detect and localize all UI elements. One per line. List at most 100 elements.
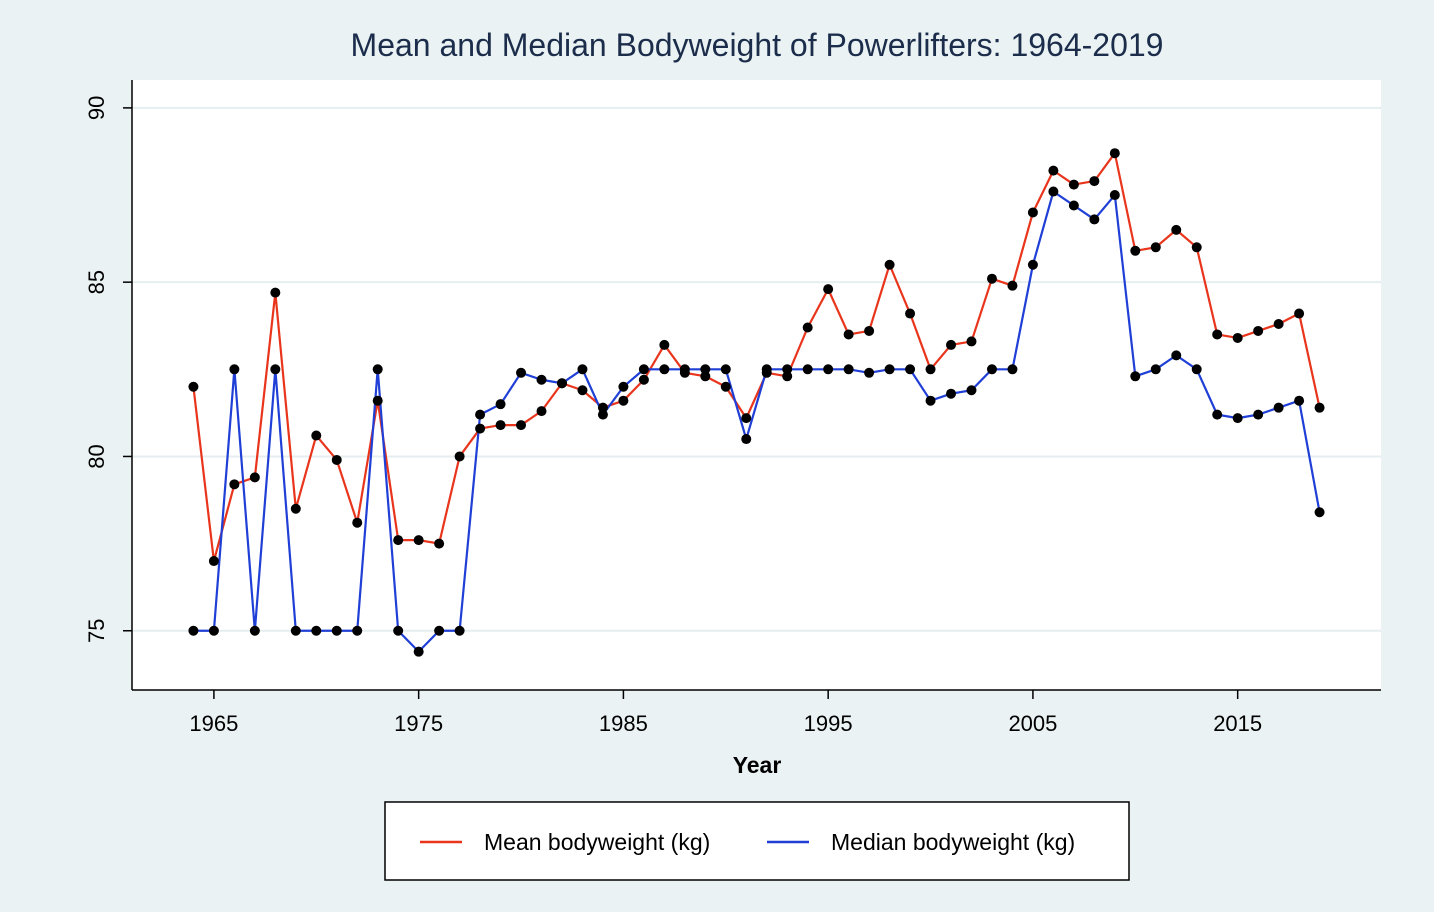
data-point-mean-2014 (1212, 329, 1223, 340)
data-point-median-2011 (1150, 364, 1161, 375)
data-point-mean-1995 (823, 284, 834, 295)
data-point-mean-2000 (925, 364, 936, 375)
data-point-mean-2010 (1130, 245, 1141, 256)
data-point-median-1996 (843, 364, 854, 375)
data-point-mean-1989 (700, 371, 711, 382)
data-point-median-2010 (1130, 371, 1141, 382)
y-tick-label-85: 85 (84, 270, 109, 294)
data-point-median-1985 (618, 381, 629, 392)
data-point-mean-1997 (864, 325, 875, 336)
data-point-median-2000 (925, 395, 936, 406)
data-point-median-1965 (208, 625, 219, 636)
data-point-mean-1986 (638, 374, 649, 385)
x-tick-label-1995: 1995 (804, 711, 853, 736)
data-point-median-2015 (1232, 413, 1243, 424)
data-point-median-1998 (884, 364, 895, 375)
data-point-median-2019 (1314, 507, 1325, 518)
data-point-mean-1975 (413, 535, 424, 546)
data-point-median-1986 (638, 364, 649, 375)
data-point-mean-1974 (393, 535, 404, 546)
data-point-median-2018 (1294, 395, 1305, 406)
data-point-mean-2006 (1048, 165, 1059, 176)
data-point-mean-2005 (1027, 207, 1038, 218)
data-point-median-1993 (782, 364, 793, 375)
data-point-median-1997 (864, 367, 875, 378)
data-point-median-2014 (1212, 409, 1223, 420)
series-group (188, 148, 1325, 657)
data-point-median-2012 (1171, 350, 1182, 361)
legend-box (384, 801, 1130, 881)
data-point-median-1969 (290, 625, 301, 636)
data-point-median-1964 (188, 625, 199, 636)
data-point-median-1967 (249, 625, 260, 636)
data-point-mean-1991 (741, 413, 752, 424)
data-point-mean-1965 (208, 556, 219, 567)
data-point-median-1970 (311, 625, 322, 636)
data-point-mean-2017 (1273, 319, 1284, 329)
legend-label-median: Median bodyweight (kg) (831, 829, 1075, 855)
data-point-mean-1990 (720, 381, 731, 392)
data-point-mean-1978 (475, 423, 486, 434)
data-point-median-2009 (1109, 190, 1120, 201)
data-point-mean-2001 (946, 339, 957, 350)
y-tick-label-75: 75 (84, 619, 109, 643)
data-point-median-1966 (229, 364, 240, 375)
data-point-mean-2007 (1068, 179, 1079, 190)
data-point-median-1999 (905, 364, 916, 375)
data-point-median-1971 (331, 625, 342, 636)
data-point-median-2008 (1089, 214, 1100, 225)
data-point-median-2007 (1068, 200, 1079, 211)
data-point-median-1992 (761, 364, 772, 375)
data-point-median-1984 (597, 409, 608, 420)
data-point-mean-2003 (986, 273, 997, 284)
data-point-median-1981 (536, 374, 547, 385)
data-point-mean-2002 (966, 336, 977, 347)
data-point-mean-2012 (1171, 224, 1182, 235)
data-point-median-1974 (393, 625, 404, 636)
data-point-median-2006 (1048, 186, 1059, 197)
data-point-mean-1994 (802, 322, 813, 333)
data-point-mean-1993 (782, 371, 793, 382)
x-axis-label: Year (733, 752, 782, 778)
data-point-mean-2013 (1191, 242, 1202, 253)
data-point-median-1976 (434, 625, 445, 636)
data-point-mean-1971 (331, 454, 342, 465)
y-tick-label-90: 90 (84, 96, 109, 120)
data-point-mean-1967 (249, 472, 260, 483)
data-point-mean-2009 (1109, 148, 1120, 159)
data-point-mean-1969 (290, 503, 301, 514)
data-point-mean-1979 (495, 420, 506, 431)
data-point-mean-1980 (516, 420, 527, 431)
data-point-mean-1981 (536, 406, 547, 417)
data-point-mean-2011 (1150, 242, 1161, 253)
x-tick-label-1985: 1985 (599, 711, 648, 736)
data-point-median-1987 (659, 364, 670, 375)
data-point-median-2016 (1253, 409, 1264, 420)
data-point-mean-1987 (659, 339, 670, 350)
data-point-median-2005 (1027, 259, 1038, 270)
data-point-median-2002 (966, 385, 977, 396)
data-point-median-1988 (679, 364, 690, 375)
legend: Mean bodyweight (kg) Median bodyweight (… (384, 801, 1130, 881)
series-line-median (193, 190, 1321, 653)
data-point-mean-1977 (454, 451, 465, 462)
data-point-mean-1964 (188, 381, 199, 392)
data-point-mean-2016 (1253, 325, 1264, 336)
data-point-median-1972 (352, 625, 363, 636)
data-point-mean-1972 (352, 517, 363, 528)
data-point-mean-1976 (434, 538, 445, 549)
data-point-mean-1996 (843, 329, 854, 340)
axes: 75 80 85 90 1965 1975 1985 1995 2005 2015 (84, 80, 1381, 736)
data-point-median-1968 (270, 364, 281, 375)
data-point-median-1994 (802, 364, 813, 375)
data-point-median-1990 (720, 364, 731, 375)
data-point-median-1977 (454, 625, 465, 636)
data-point-mean-1984 (597, 402, 608, 413)
data-point-mean-1983 (577, 385, 588, 396)
data-point-median-2003 (986, 364, 997, 375)
data-point-median-1991 (741, 434, 752, 445)
data-point-median-2017 (1273, 402, 1284, 413)
data-point-median-2001 (946, 388, 957, 399)
